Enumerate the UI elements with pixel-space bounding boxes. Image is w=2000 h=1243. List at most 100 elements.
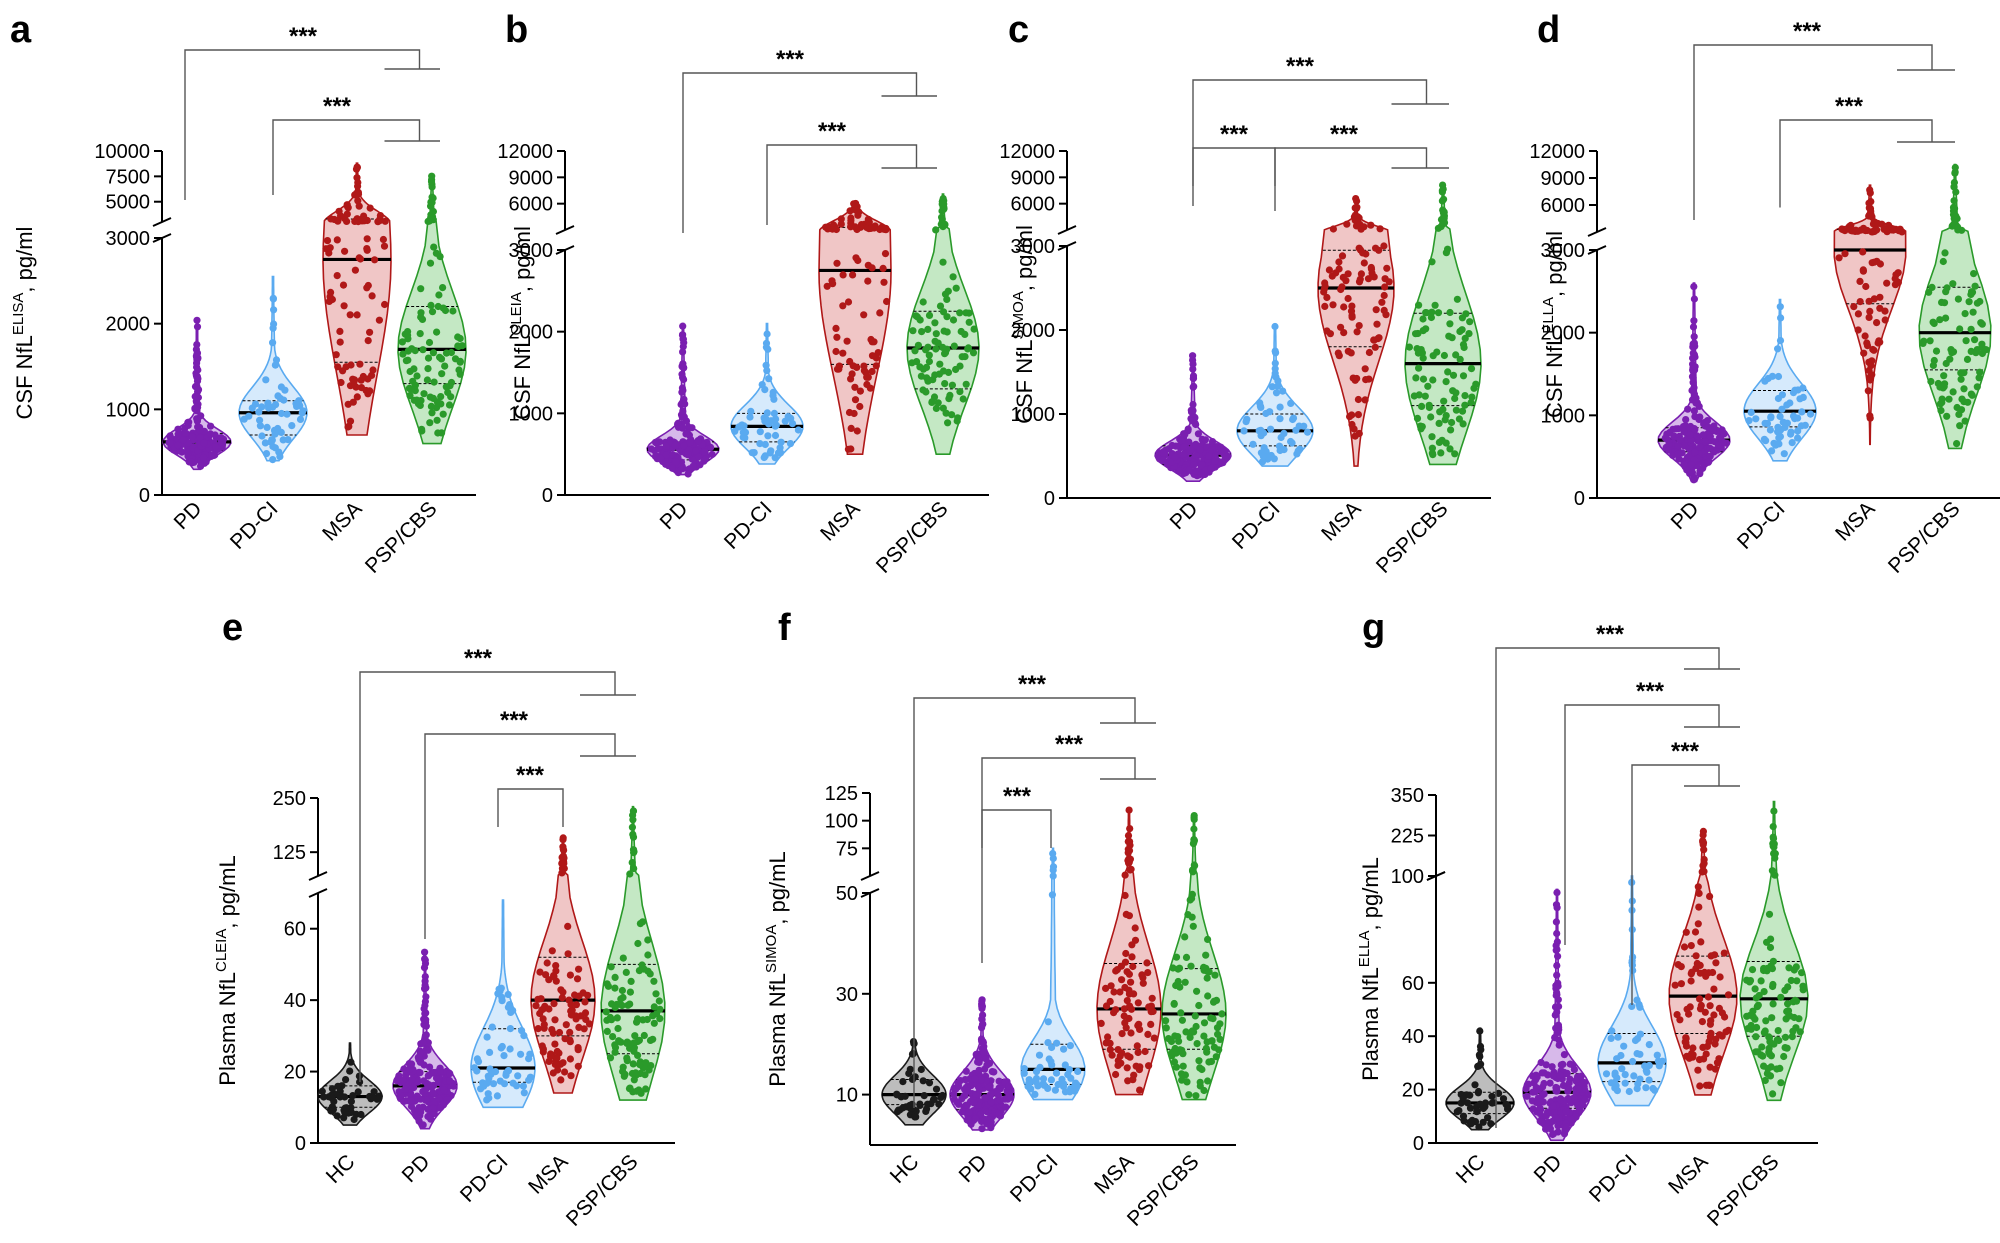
data-point [488,1023,496,1031]
data-point [248,404,256,412]
data-point [585,1020,594,1028]
data-point [1202,1044,1210,1052]
data-point [686,439,694,447]
data-point [1293,450,1301,458]
data-point [424,1105,432,1114]
data-point [868,367,876,376]
data-point [1874,219,1882,228]
data-point [399,1076,407,1084]
data-point [970,325,978,333]
violin-msa: MSA [1831,184,1907,546]
data-point [938,200,946,208]
data-point [1690,407,1698,415]
data-point [296,415,305,423]
violin-msa: MSA [318,162,392,546]
data-points [1522,889,1592,1139]
data-point [381,217,389,225]
data-point [925,351,933,359]
data-point [433,416,441,424]
data-point [901,1092,909,1100]
data-point [353,393,361,401]
data-point [1690,295,1698,303]
data-point [1956,325,1964,333]
y-tick-label: 125 [273,842,306,864]
data-point [1688,1049,1696,1058]
data-point [1207,1014,1215,1022]
data-point [1168,1050,1176,1058]
data-point [1787,428,1795,436]
data-point [1274,382,1282,390]
data-point [1202,951,1210,959]
data-point [1696,470,1704,478]
data-point [1720,439,1728,447]
violin-pd-ci: PD-CI [456,899,536,1207]
data-point [1621,1079,1629,1087]
data-point [513,1082,521,1090]
data-point [1242,418,1250,426]
data-point [1776,303,1784,311]
data-point [1962,337,1970,345]
data-point [568,1006,576,1014]
data-point [566,1055,575,1063]
data-point [956,1077,965,1085]
data-point [925,311,934,319]
data-point [1446,445,1454,453]
data-point [980,1048,988,1056]
data-point [853,427,861,435]
data-point [1928,283,1936,291]
data-point [1460,1117,1468,1125]
data-point [446,1076,454,1085]
data-point [1706,1081,1714,1089]
data-point [1786,399,1794,407]
data-point [1049,872,1057,880]
data-point [197,462,205,470]
data-point [1118,1030,1126,1038]
data-point [1467,398,1475,407]
data-point [1942,359,1950,368]
data-point [1181,933,1189,941]
data-point [1671,981,1679,989]
data-point [1752,1048,1760,1056]
data-point [406,392,414,400]
data-point [456,370,464,378]
data-point [1687,977,1695,985]
data-point [1376,225,1384,233]
data-point [613,1014,621,1022]
data-point [1574,1101,1582,1109]
data-point [1060,1045,1068,1053]
data-point [1337,323,1345,331]
data-point [939,343,947,351]
data-point [1799,384,1807,392]
data-point [1417,425,1425,433]
data-point [1132,1062,1140,1070]
bracket-line [1693,44,1933,220]
data-point [1124,832,1133,840]
data-point [341,247,349,255]
data-point [1413,414,1422,422]
data-point [767,417,775,425]
data-point [1798,408,1806,416]
significance-label: *** [1003,783,1032,810]
data-points [731,330,803,462]
data-point [1180,443,1188,451]
comparison-bracket: *** [1693,18,1955,220]
data-point [440,1086,448,1094]
data-point [908,1050,917,1058]
data-point [1531,1088,1539,1096]
data-point [988,1068,996,1076]
data-point [194,366,202,374]
data-point [1116,1052,1124,1060]
data-point [1767,414,1775,422]
data-point [952,284,960,292]
data-point [1711,951,1719,959]
data-point [429,1089,438,1097]
data-point [1455,415,1463,423]
data-point [1676,436,1684,444]
data-point [1949,348,1958,356]
data-point [1763,967,1771,975]
data-point [404,328,412,336]
data-point [923,1105,931,1113]
data-point [534,995,542,1003]
data-point [264,399,272,407]
